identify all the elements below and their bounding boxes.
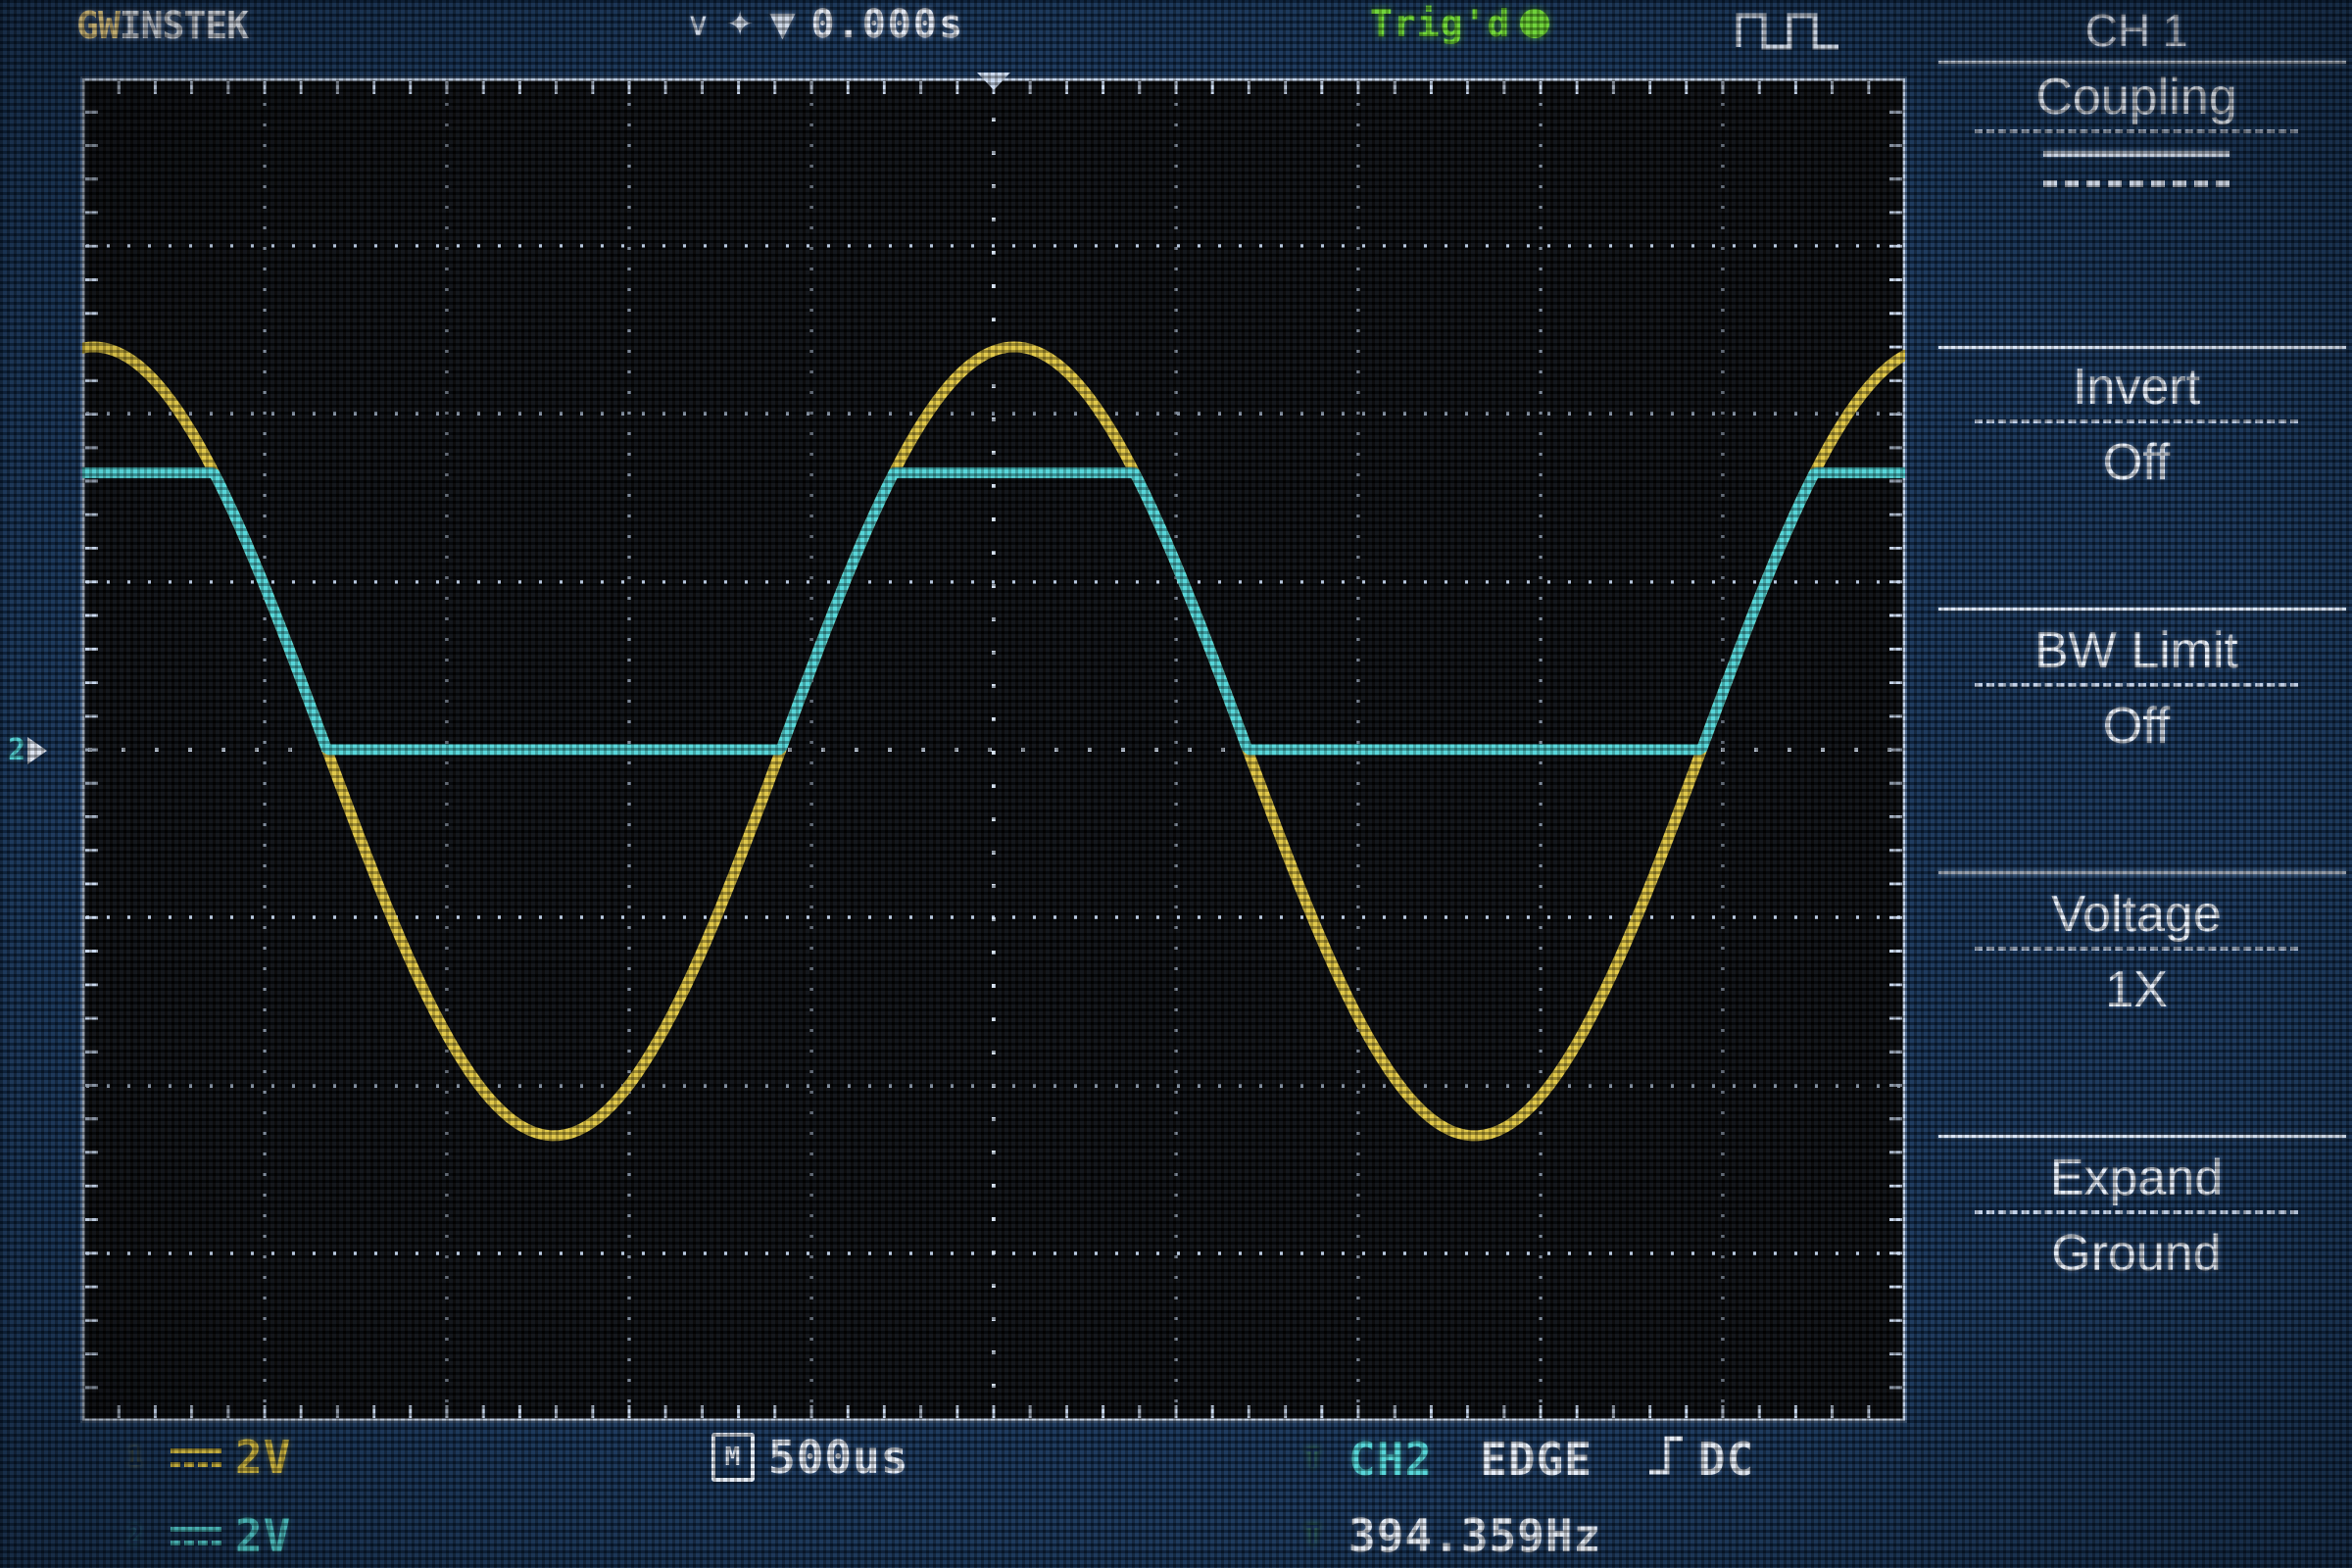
trigger-position-arrow-icon[interactable] — [977, 73, 1010, 90]
menu-item-voltage-value: 1X — [2105, 961, 2168, 1019]
ch2-chip: 2 — [114, 1511, 157, 1560]
position-marker-icon: ✦ — [725, 5, 755, 44]
dc-coupling-dashed-line — [2043, 180, 2230, 188]
ch1-volts-per-div: 2V — [235, 1431, 292, 1484]
trigger-chip: T — [1292, 1434, 1335, 1484]
menu-item-voltage-label: Voltage — [2051, 886, 2222, 943]
trigger-source: CH2 — [1348, 1432, 1434, 1486]
brand-logo: GWINSTEK — [76, 4, 249, 47]
menu-item-expand-value: Ground — [2051, 1225, 2222, 1283]
grid-vertical-lines — [263, 82, 1725, 1417]
menu-item-invert-value: Off — [2102, 434, 2171, 492]
menu-divider — [1938, 1135, 2346, 1138]
ch2-status[interactable]: 2 2V — [114, 1509, 291, 1562]
trigger-status-dot-icon — [1520, 9, 1550, 38]
trigger-status-text: Trig'd — [1370, 2, 1511, 45]
menu-divider — [1938, 871, 2346, 874]
timebase-status[interactable]: M 500us — [711, 1431, 908, 1484]
menu-divider — [1938, 61, 2346, 64]
menu-item-bw-limit-dashline — [1975, 683, 2298, 688]
brand-instek-text: INSTEK — [119, 4, 249, 47]
ch2-dc-coupling-icon — [171, 1526, 221, 1545]
menu-item-expand-label: Expand — [2049, 1150, 2224, 1206]
top-status-bar: GWINSTEK ∨ ✦ ▼ 0.000s Trig'd — [0, 0, 2352, 55]
ch2-volts-per-div: 2V — [235, 1509, 292, 1562]
timebase-value: 500us — [768, 1431, 909, 1484]
bottom-status-bar: 1 2V 2 2V M 500us T CH2 EDGE — [0, 1423, 2352, 1568]
menu-item-voltage[interactable]: Voltage 1X — [1921, 888, 2352, 1019]
menu-item-invert-dashline — [1975, 419, 2298, 424]
menu-item-coupling[interactable]: Coupling — [1921, 69, 2352, 188]
ch2-ground-marker[interactable]: 2 — [8, 733, 48, 767]
menu-title: CH 1 — [2084, 5, 2188, 56]
ch1-chip: 1 — [114, 1433, 157, 1482]
menu-item-bw-limit-label: BW Limit — [2034, 622, 2238, 679]
frequency-chip: T — [1292, 1511, 1335, 1560]
channel-menu-panel[interactable]: CH 1 Coupling Invert Off BW Limit Off — [1921, 0, 2352, 1441]
menu-divider — [1938, 346, 2346, 349]
waveform-plot — [82, 78, 1905, 1421]
series-ch1-trace — [82, 341, 1905, 1142]
menu-item-coupling-dashline — [1975, 129, 2298, 134]
waveform-graticule[interactable] — [82, 73, 1905, 1421]
timebase-chip: M — [711, 1433, 755, 1482]
ch1-status[interactable]: 1 2V — [114, 1431, 291, 1484]
menu-item-bw-limit[interactable]: BW Limit Off — [1921, 624, 2352, 756]
rising-edge-icon — [1735, 6, 1842, 55]
ch2-ground-marker-label: 2 — [8, 733, 26, 767]
menu-item-invert[interactable]: Invert Off — [1921, 361, 2352, 492]
menu-item-coupling-label: Coupling — [2035, 69, 2237, 125]
frequency-readout: T 394.359Hz — [1292, 1509, 1601, 1562]
menu-item-invert-label: Invert — [2072, 359, 2201, 416]
horizontal-position-group[interactable]: ∨ ✦ ▼ 0.000s — [686, 2, 964, 47]
triangle-down-icon: ▼ — [769, 5, 796, 44]
frequency-value: 394.359Hz — [1348, 1509, 1602, 1562]
dc-coupling-icon — [2043, 151, 2230, 188]
ch2-ground-arrow-icon — [27, 736, 48, 764]
trigger-type: EDGE — [1480, 1432, 1592, 1486]
ch1-dc-coupling-icon — [171, 1447, 221, 1467]
trigger-status-group-bottom[interactable]: T CH2 EDGE DC — [1292, 1431, 1754, 1487]
menu-item-bw-limit-value: Off — [2102, 698, 2171, 756]
trigger-slope-rising-edge-icon — [1645, 1431, 1685, 1487]
menu-item-voltage-dashline — [1975, 947, 2298, 952]
trigger-status-group: Trig'd — [1370, 2, 1550, 45]
menu-divider — [1938, 608, 2346, 611]
dc-coupling-solid-line — [2043, 151, 2230, 158]
edge-tick-marks — [85, 81, 1902, 1418]
chevron-down-icon: ∨ — [686, 5, 710, 44]
menu-item-expand[interactable]: Expand Ground — [1921, 1152, 2352, 1283]
horizontal-position-value: 0.000s — [810, 2, 965, 47]
series-ch2-trace — [82, 466, 1905, 756]
trigger-coupling: DC — [1697, 1432, 1755, 1486]
brand-gw-text: GW — [76, 4, 121, 47]
menu-item-expand-dashline — [1975, 1210, 2298, 1215]
